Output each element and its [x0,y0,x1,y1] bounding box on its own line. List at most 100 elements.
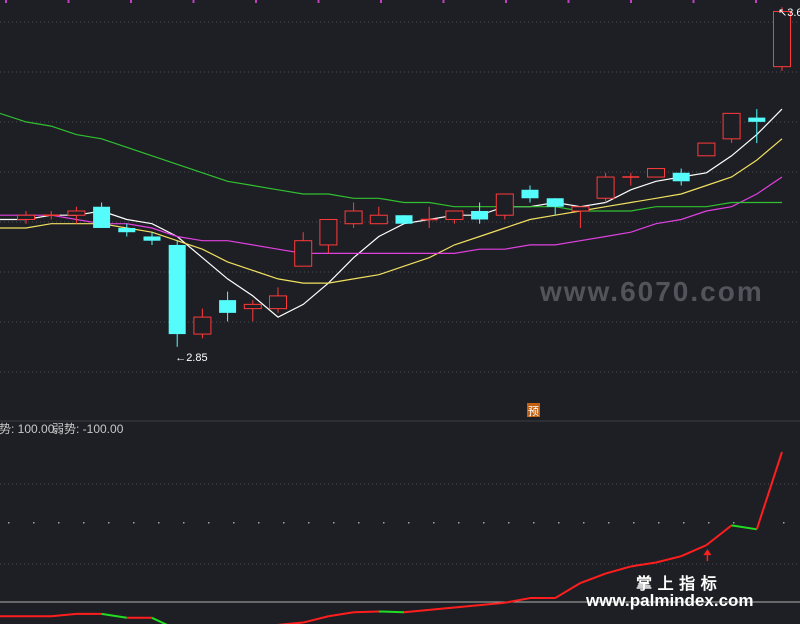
zero-dot [8,522,10,524]
candle [571,206,590,228]
ma-line-4 [0,112,782,212]
top-tick [5,0,7,3]
zero-dot [558,522,560,524]
indicator-segment [655,555,682,564]
candle [67,206,86,224]
candle [219,291,237,322]
zero-dot [683,522,685,524]
candle [118,223,136,237]
zero-dot [258,522,260,524]
indicator-segment [605,565,632,575]
zero-dot [708,522,710,524]
top-tick [317,0,320,3]
indicator-segment [580,572,606,584]
zero-dot [608,522,610,524]
indicator-grid [0,483,800,603]
candle [420,206,438,228]
candle-body [748,117,766,122]
candle [697,142,716,157]
zero-dot [108,522,110,524]
candle [143,232,161,245]
zero-dot [233,522,235,524]
zero-dot [508,522,510,524]
candle [445,210,464,224]
candle [42,210,60,220]
signal-arrow-head [703,549,712,556]
candle-body [697,142,716,157]
candle-body [243,303,262,310]
candle [521,185,539,203]
zero-dot [83,522,85,524]
candle [495,193,514,220]
candle [193,308,212,339]
candle [344,202,363,228]
candle-body [219,300,237,313]
candle [395,215,413,224]
candle-body [269,295,287,310]
pre-tag-bg [527,403,540,417]
legend-strong: 强势: 100.00 [0,422,55,436]
zero-dot [33,522,35,524]
candle [471,202,489,224]
candle-body [773,10,791,68]
zero-dot [483,522,485,524]
zero-dot [783,522,785,524]
candle-body [67,210,86,216]
candle-body [722,112,741,140]
candle [269,287,287,313]
top-axis-ticks [5,0,757,3]
indicator-segment [731,524,757,531]
indicator-segment [479,601,505,607]
pre-tag-text: 预 [528,405,539,418]
top-tick [380,0,382,3]
top-tick [67,0,70,3]
top-tick [630,0,632,3]
candle [672,168,690,186]
zero-dot [733,522,735,524]
candle-body [319,218,338,246]
zero-dot [408,522,410,524]
candle-body [647,168,665,178]
top-tick [505,0,507,3]
indicator-segment [302,615,329,624]
indicator-segment [429,606,455,611]
ma-line-3 [0,176,783,254]
indicator-segment [680,544,707,558]
candle-body [118,227,136,233]
zero-dot [283,522,285,524]
candle [17,210,35,224]
candle-body [495,193,514,216]
zero-dot [133,522,135,524]
indicator-segment [705,524,733,546]
palmindex-url: www.palmindex.com [585,591,754,610]
indicator-segment [554,582,581,599]
candle-body [596,176,615,199]
candle-body [344,210,363,225]
signal-arrow-icon [703,549,712,562]
indicator-segment [101,612,127,619]
price-grid [0,21,800,373]
candle-body [369,214,388,225]
zero-dot [58,522,60,524]
candle-body [17,214,35,220]
zero-dot [358,522,360,524]
top-tick [130,0,132,3]
top-tick [255,0,257,3]
top-tick [192,0,195,3]
candle-body [672,172,690,182]
candle [168,240,186,347]
indicator-segment [378,610,405,614]
zero-dot [658,522,660,524]
top-tick [567,0,570,3]
candle [93,202,111,228]
top-tick [755,0,757,3]
high-price-label: ↖3.64 [778,7,800,19]
candle-body [143,236,161,241]
candle-body [521,189,539,199]
indicator-line [0,451,783,624]
candle [647,168,665,178]
pre-tag: 预 [527,403,540,418]
